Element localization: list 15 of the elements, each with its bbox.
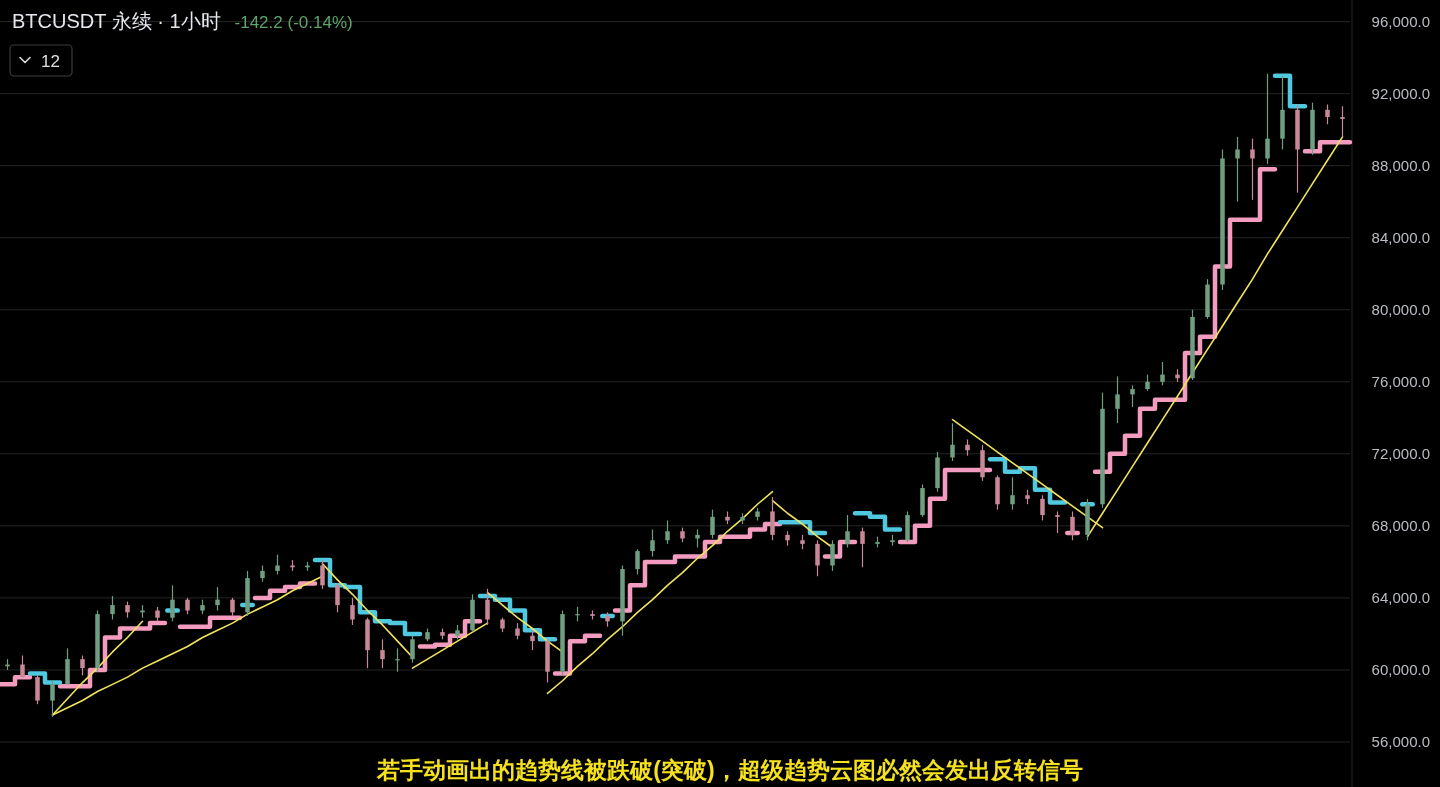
y-tick-label: 96,000.0 (1371, 13, 1430, 31)
y-tick-label: 60,000.0 (1371, 661, 1430, 679)
annotation: 若手动画出的趋势线被跌破(突破)，超级趋势云图必然会发出反转信号 (376, 757, 1083, 783)
y-tick-label: 72,000.0 (1371, 445, 1430, 463)
y-tick-label: 64,000.0 (1371, 589, 1430, 607)
y-tick-label: 92,000.0 (1371, 85, 1430, 103)
text: -142.2 (-0.14%) (234, 13, 353, 32)
y-tick-label: 56,000.0 (1371, 733, 1430, 751)
y-tick-label: 80,000.0 (1371, 301, 1430, 319)
y-tick-label: 76,000.0 (1371, 373, 1430, 391)
annotation: 12 (41, 52, 60, 71)
y-tick-label: 88,000.0 (1371, 157, 1430, 175)
y-tick-label: 68,000.0 (1371, 517, 1430, 535)
y-tick-label: 84,000.0 (1371, 229, 1430, 247)
text: BTCUSDT 永续 · 1小时 (12, 10, 221, 32)
